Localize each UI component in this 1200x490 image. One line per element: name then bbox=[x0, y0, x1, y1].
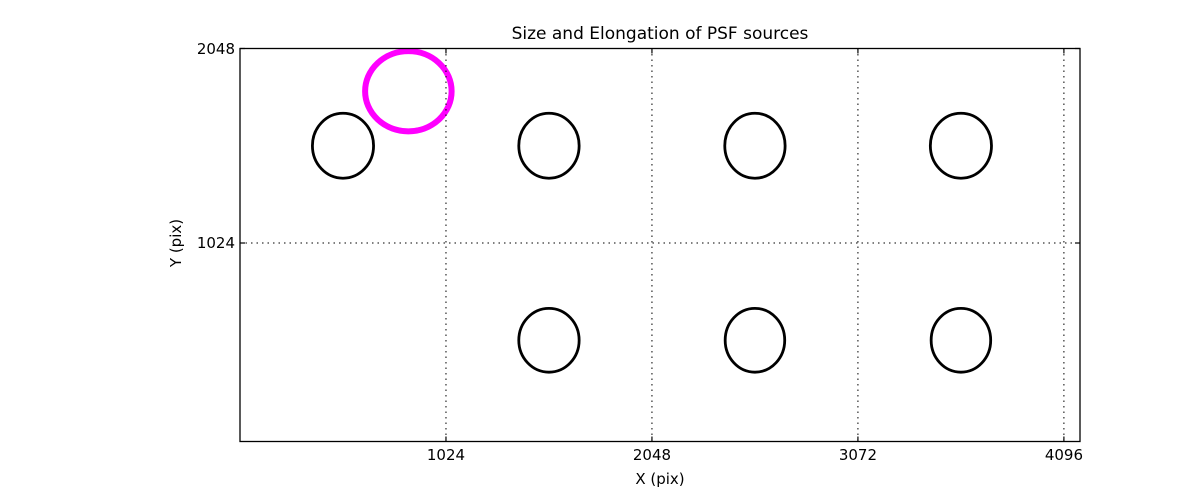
psf-ellipse bbox=[517, 306, 581, 374]
x-tick-label: 1024 bbox=[426, 446, 466, 464]
x-axis-label: X (pix) bbox=[635, 470, 685, 488]
y-tick-label: 1024 bbox=[196, 234, 235, 252]
y-axis-label-text: Y (pix) bbox=[167, 218, 185, 268]
y-tick-label: 2048 bbox=[196, 39, 235, 58]
x-tick-label: 4096 bbox=[1044, 446, 1083, 464]
x-tick-label: 2048 bbox=[632, 446, 672, 464]
x-tick-label: 3072 bbox=[838, 446, 878, 464]
psf-ellipse bbox=[311, 111, 375, 180]
psf-ellipse bbox=[928, 111, 993, 180]
axes-spines bbox=[239, 47, 1081, 443]
psf-ellipse-highlight bbox=[362, 48, 455, 135]
psf-ellipse bbox=[723, 306, 787, 374]
chart-title: Size and Elongation of PSF sources bbox=[511, 24, 809, 44]
psf-ellipse bbox=[723, 111, 787, 180]
psf-ellipse bbox=[517, 111, 581, 180]
psf-ellipse bbox=[929, 306, 993, 374]
